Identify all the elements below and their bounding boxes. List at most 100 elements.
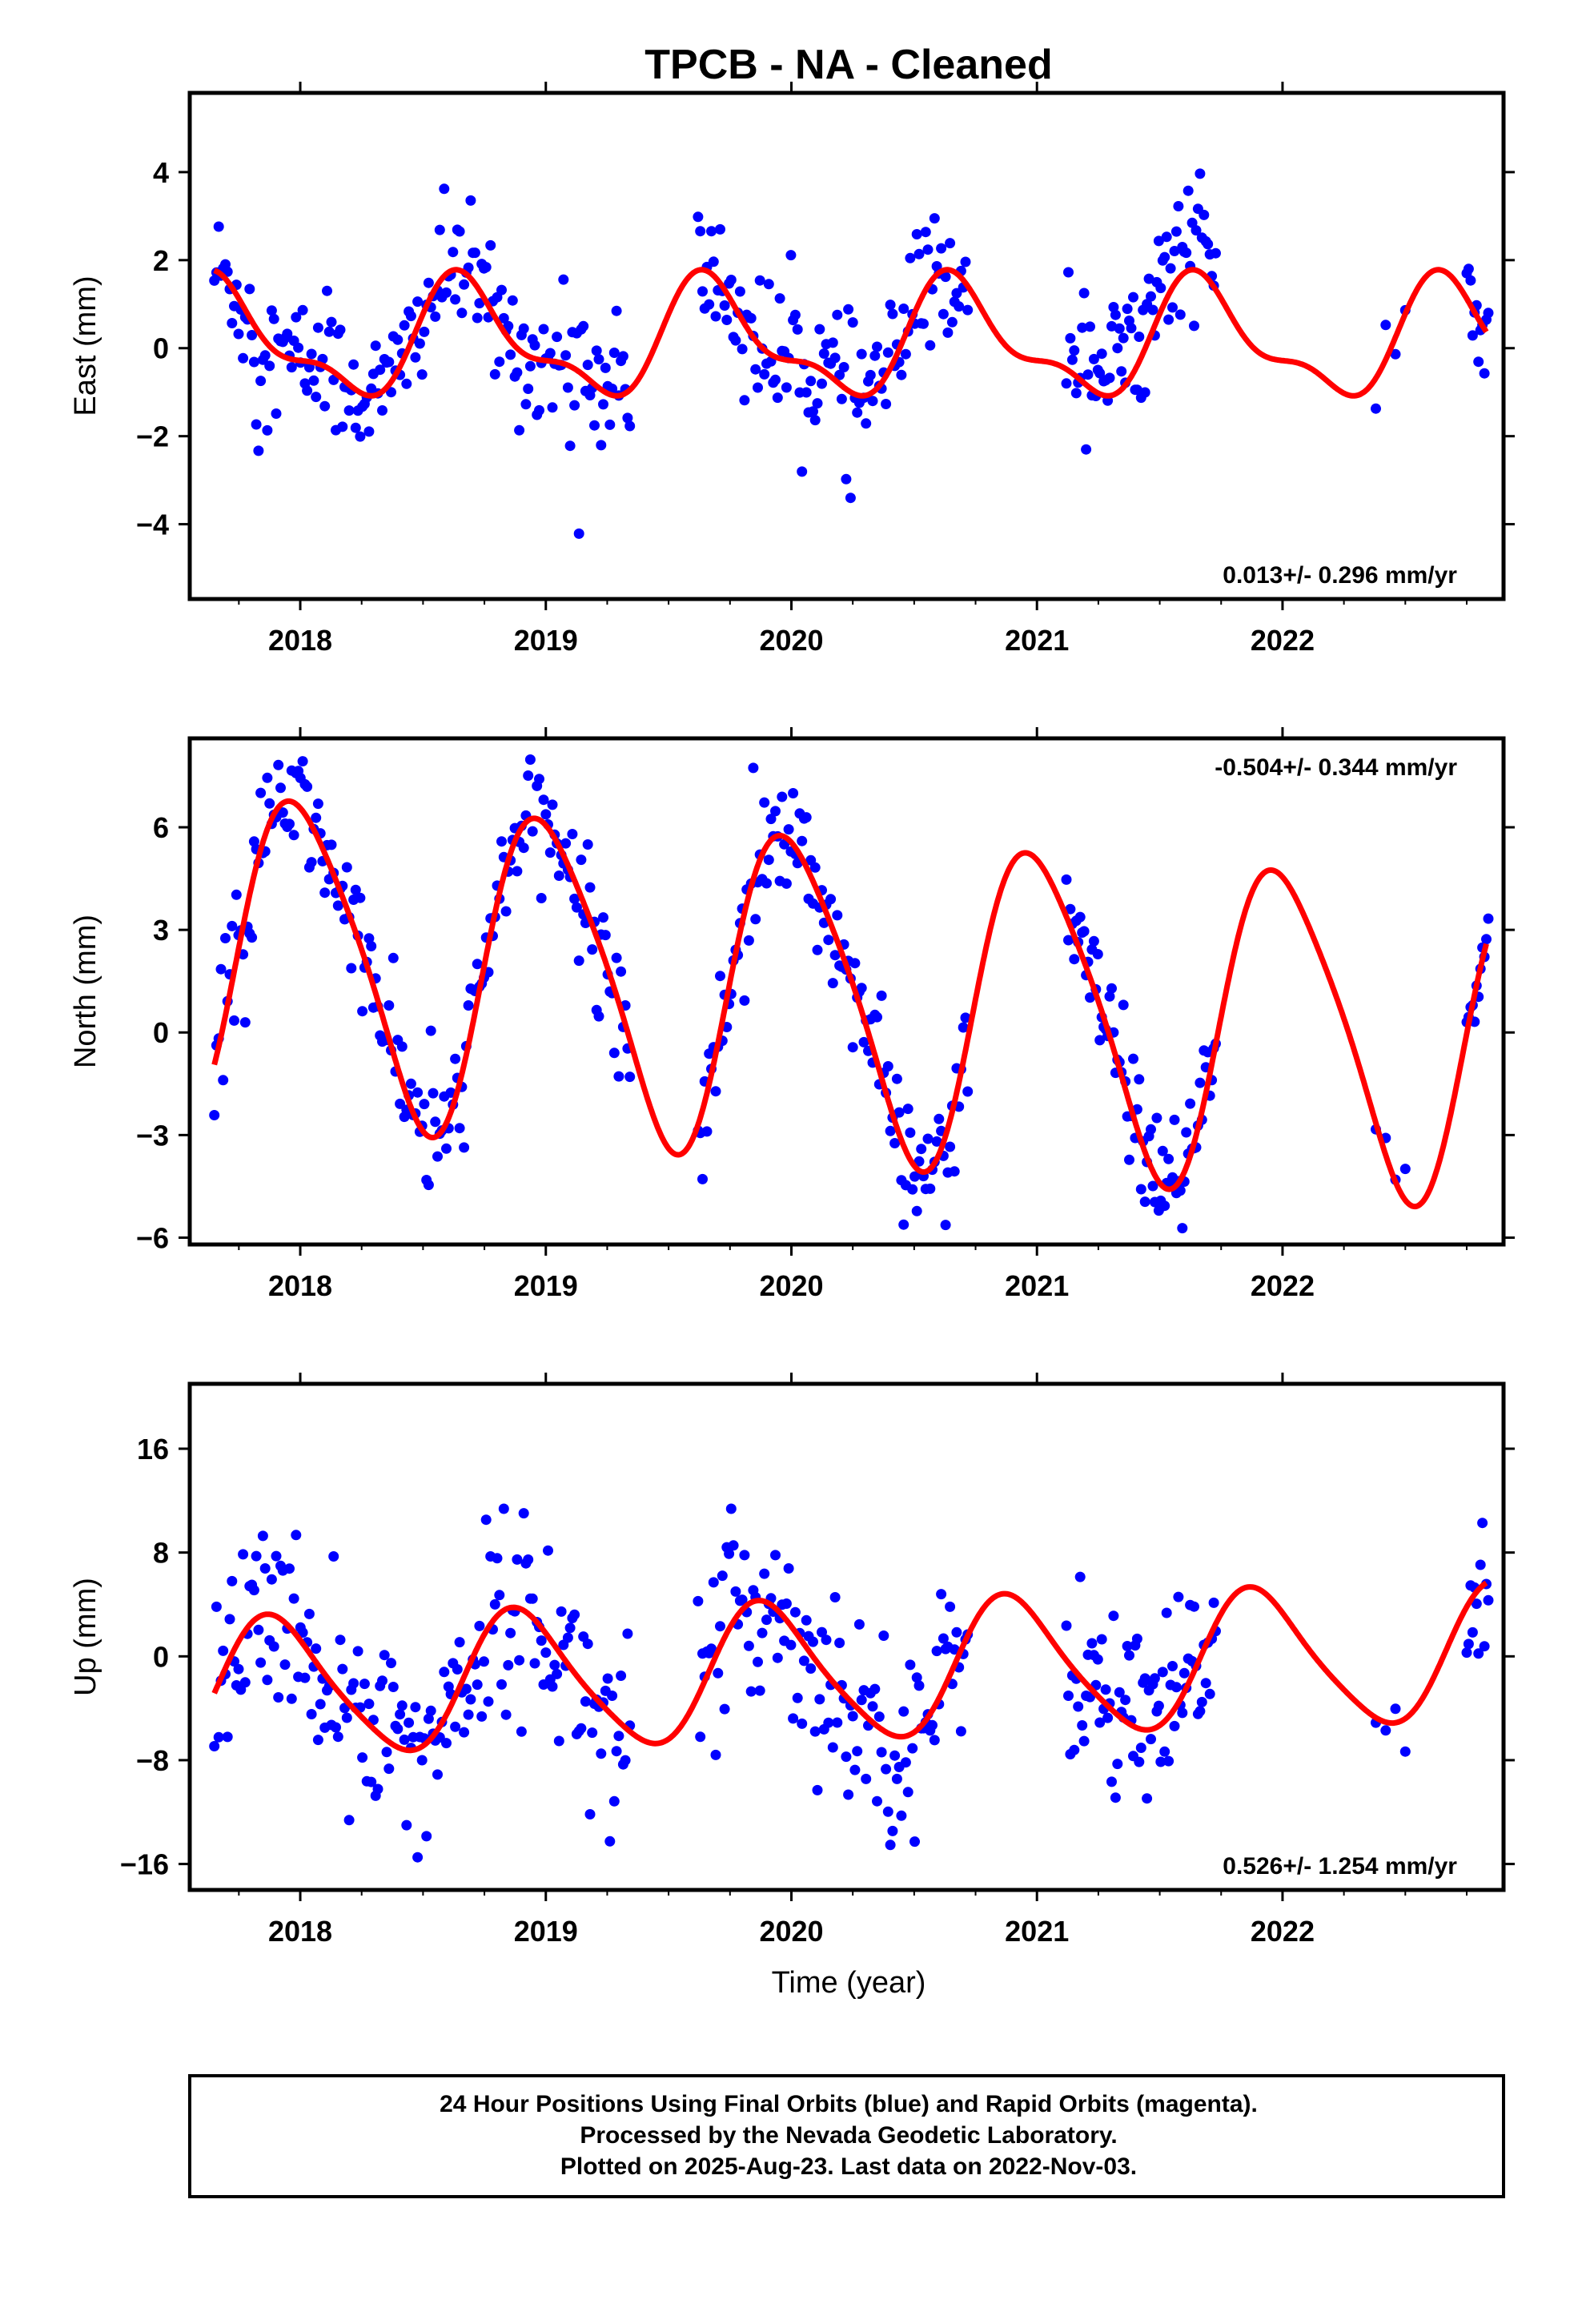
data-point bbox=[560, 350, 572, 361]
data-point bbox=[524, 754, 536, 765]
data-point bbox=[448, 247, 459, 258]
data-point bbox=[498, 312, 509, 324]
data-point bbox=[1204, 1688, 1215, 1699]
data-point bbox=[881, 399, 892, 409]
data-point bbox=[1128, 1053, 1138, 1064]
data-point bbox=[1139, 1196, 1150, 1208]
data-point bbox=[512, 866, 523, 877]
data-point bbox=[925, 1183, 936, 1194]
data-point bbox=[761, 1614, 772, 1626]
data-point bbox=[909, 1171, 920, 1182]
north-panel: −6 −3 0 3 6 2018 2019 2020 2021 2022 North (mm) -0.… bbox=[69, 727, 1515, 1302]
data-point bbox=[538, 794, 549, 806]
data-point bbox=[1191, 225, 1202, 236]
data-point bbox=[335, 1634, 346, 1646]
data-point bbox=[1066, 354, 1078, 365]
data-point bbox=[459, 279, 470, 290]
data-point bbox=[896, 1810, 907, 1821]
data-point bbox=[268, 313, 279, 324]
data-point bbox=[1146, 1124, 1156, 1135]
data-point bbox=[1104, 991, 1115, 1002]
data-point bbox=[814, 1694, 825, 1705]
data-point bbox=[763, 279, 774, 290]
data-point bbox=[777, 791, 788, 802]
data-point bbox=[253, 445, 264, 456]
data-point bbox=[1102, 1712, 1114, 1723]
data-point bbox=[584, 1809, 596, 1819]
data-point bbox=[748, 762, 759, 774]
data-point bbox=[1177, 1707, 1188, 1719]
data-point bbox=[1169, 1114, 1180, 1125]
data-point bbox=[801, 387, 812, 398]
data-point bbox=[465, 1694, 476, 1705]
data-point bbox=[1182, 185, 1194, 196]
data-point bbox=[743, 1640, 754, 1651]
data-point bbox=[492, 1553, 503, 1564]
data-point bbox=[1086, 1638, 1098, 1649]
data-point bbox=[404, 1717, 415, 1728]
data-point bbox=[1063, 267, 1074, 278]
data-point bbox=[938, 308, 949, 320]
data-point bbox=[357, 1006, 368, 1017]
data-point bbox=[849, 958, 861, 969]
data-point bbox=[297, 304, 308, 316]
data-point bbox=[873, 1711, 885, 1723]
data-point bbox=[920, 227, 931, 238]
data-point bbox=[1135, 1743, 1146, 1753]
data-point bbox=[613, 1071, 624, 1082]
data-point bbox=[377, 1675, 387, 1687]
data-point bbox=[439, 183, 450, 195]
data-point bbox=[1106, 1776, 1117, 1787]
data-point bbox=[489, 368, 500, 380]
data-point bbox=[264, 360, 275, 372]
data-point bbox=[238, 1549, 249, 1560]
data-point bbox=[1483, 913, 1494, 924]
data-point bbox=[849, 1764, 861, 1775]
data-point bbox=[454, 226, 465, 237]
data-point bbox=[553, 1735, 564, 1747]
data-point bbox=[770, 374, 781, 385]
data-point bbox=[293, 342, 304, 353]
data-point bbox=[750, 914, 761, 925]
data-point bbox=[414, 338, 425, 349]
data-point bbox=[1124, 1154, 1134, 1165]
data-point bbox=[552, 1668, 563, 1679]
data-point bbox=[792, 324, 803, 335]
y-tick-label: 8 bbox=[153, 1537, 169, 1570]
data-point bbox=[355, 431, 366, 442]
data-point bbox=[1094, 1717, 1106, 1728]
data-point bbox=[341, 862, 352, 873]
data-point bbox=[387, 1682, 399, 1692]
data-point bbox=[604, 419, 616, 430]
data-point bbox=[827, 337, 838, 348]
data-point bbox=[430, 1116, 441, 1128]
data-point bbox=[616, 966, 627, 977]
data-point bbox=[931, 1646, 942, 1657]
data-point bbox=[282, 328, 293, 340]
data-point bbox=[366, 1776, 377, 1787]
data-point bbox=[518, 1508, 529, 1519]
data-point bbox=[772, 1652, 783, 1663]
data-point bbox=[704, 299, 715, 310]
data-point bbox=[701, 1126, 713, 1137]
data-point bbox=[958, 1022, 969, 1033]
data-point bbox=[902, 1787, 913, 1798]
data-point bbox=[405, 311, 416, 322]
data-point bbox=[1155, 283, 1166, 294]
data-point bbox=[789, 309, 801, 320]
data-point bbox=[1473, 356, 1484, 368]
data-point bbox=[1106, 983, 1117, 994]
data-point bbox=[905, 1659, 916, 1671]
data-point bbox=[891, 1773, 902, 1784]
footer-box: 24 Hour Positions Using Final Orbits (bl… bbox=[188, 2074, 1505, 2198]
data-point bbox=[213, 1731, 224, 1743]
data-point bbox=[1081, 444, 1092, 455]
data-point bbox=[1070, 388, 1082, 399]
data-point bbox=[869, 1683, 881, 1695]
data-point bbox=[754, 275, 765, 286]
data-point bbox=[514, 424, 525, 436]
data-point bbox=[383, 1000, 395, 1011]
data-point bbox=[881, 1763, 892, 1775]
y-tick-label: 2 bbox=[153, 244, 169, 277]
data-point bbox=[724, 1548, 735, 1559]
